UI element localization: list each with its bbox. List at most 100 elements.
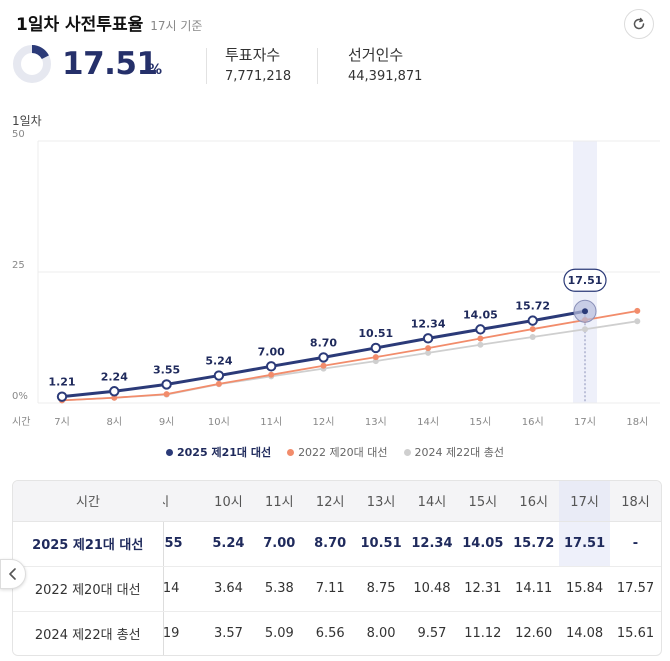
table-cell: 10.48 <box>406 566 458 612</box>
callout-bubble <box>563 268 607 292</box>
table-cell: 14.05 <box>457 521 509 567</box>
electorate-value: 44,391,871 <box>348 69 423 84</box>
data-label: 12.34 <box>411 317 446 330</box>
data-point <box>425 345 432 352</box>
data-point <box>475 324 486 335</box>
legend-label: 2022 제20대 대선 <box>298 446 388 459</box>
data-label: 5.24 <box>205 355 232 368</box>
data-label: 7.00 <box>258 345 285 358</box>
voters-value: 7,771,218 <box>225 69 292 84</box>
table-corner-header: 시간 <box>13 481 163 522</box>
table-cell: 9.57 <box>417 626 447 642</box>
table-cell: 12.34 <box>406 521 458 567</box>
table-cell: 5.09 <box>264 626 294 642</box>
data-point <box>425 349 432 356</box>
chart-legend: 2025 제21대 대선 2022 제20대 대선 2024 제22대 총선 <box>0 444 670 460</box>
data-point <box>163 391 170 398</box>
x-tick-label: 11시 <box>260 416 282 428</box>
table-cell: 14.08 <box>565 626 604 642</box>
legend-label: 2025 제21대 대선 <box>177 446 272 459</box>
data-point <box>634 318 641 325</box>
data-label: 1.21 <box>48 376 75 389</box>
x-tick-label: 17시 <box>574 416 596 428</box>
summary-divider <box>206 48 207 84</box>
data-point <box>634 307 641 314</box>
table-column-header: 18시 <box>610 481 661 522</box>
turnout-rate-unit: % <box>148 62 163 78</box>
legend-item-2025[interactable]: 2025 제21대 대선 <box>166 444 271 460</box>
table-row: 2022 제20대 대선 2.14 3.64 5.38 7.11 8.75 10… <box>13 566 661 612</box>
data-point <box>213 370 225 381</box>
voters-stat: 투표자수 7,771,218 <box>225 44 291 84</box>
current-point <box>582 308 588 315</box>
table-cell: 15.84 <box>559 566 610 612</box>
table-cell: 8.75 <box>355 566 407 612</box>
summary-divider <box>317 48 318 84</box>
table-column-header: 13시 <box>355 481 407 522</box>
table-row: 2024 제22대 총선 2.19 3.57 5.09 6.56 8.00 9.… <box>13 611 661 655</box>
y-tick-label: 0% <box>12 391 28 402</box>
table-row-label: 2022 제20대 대선 <box>13 566 164 612</box>
refresh-button[interactable] <box>624 9 654 39</box>
table-cell: 14.11 <box>508 566 560 612</box>
table-cell: 3.57 <box>213 626 243 642</box>
chevron-left-icon <box>9 568 16 580</box>
table-row-label: 2025 제21대 대선 <box>13 521 164 567</box>
page-title: 1일차 사전투표율 <box>16 15 144 35</box>
legend-label: 2024 제22대 총선 <box>414 446 504 459</box>
table-cell: 6.56 <box>315 626 345 642</box>
data-point <box>111 394 118 401</box>
x-tick-label: 18시 <box>626 416 648 428</box>
table-column-header: 14시 <box>406 481 458 522</box>
table-cell: 15.61 <box>616 626 655 642</box>
data-point <box>215 380 222 387</box>
table-column-header: 12시 <box>304 481 356 522</box>
table-header-row: 시간 9시 10시 11시 12시 13시 14시 15시 16시 17시 18… <box>13 481 661 522</box>
table-cell: - <box>610 521 661 567</box>
table-row: 2025 제21대 대선 3.55 5.24 7.00 8.70 10.51 1… <box>13 521 661 567</box>
data-point <box>529 333 536 340</box>
table-cell: 12.60 <box>515 626 553 642</box>
table-cell: 12.31 <box>457 566 509 612</box>
data-point <box>477 341 484 348</box>
table-cell: 7.11 <box>304 566 356 612</box>
x-tick-label: 15시 <box>469 416 491 428</box>
table-cell: 17.57 <box>610 566 661 612</box>
data-label: 10.51 <box>358 327 393 340</box>
x-tick-label: 16시 <box>522 416 544 428</box>
table-cell: 7.00 <box>253 521 305 567</box>
day-label: 1일차 <box>12 114 42 128</box>
x-tick-label: 14시 <box>417 416 439 428</box>
table-row-label: 2024 제22대 총선 <box>13 611 164 655</box>
turnout-table[interactable]: 시간 9시 10시 11시 12시 13시 14시 15시 16시 17시 18… <box>12 480 662 656</box>
x-tick-label: 10시 <box>208 416 230 428</box>
x-tick-label: 9시 <box>159 416 175 428</box>
data-point <box>370 342 381 354</box>
table-scroll-left-button[interactable] <box>0 559 26 589</box>
data-point <box>372 354 379 361</box>
data-point <box>527 315 538 326</box>
table-column-header: 10시 <box>203 481 254 522</box>
data-point <box>109 386 120 397</box>
data-label: 2.24 <box>101 370 128 383</box>
legend-item-2022[interactable]: 2022 제20대 대선 <box>287 444 388 460</box>
data-label: 3.55 <box>153 363 180 376</box>
table-column-header: 16시 <box>508 481 560 522</box>
x-tick-label: 8시 <box>107 416 123 428</box>
x-tick-label: 12시 <box>313 416 335 428</box>
data-point <box>529 326 536 333</box>
legend-item-2024[interactable]: 2024 제22대 총선 <box>403 444 504 460</box>
table-column-header: 15시 <box>457 481 509 522</box>
page-header: 1일차 사전투표율 17시 기준 <box>16 10 202 40</box>
data-point <box>266 361 277 372</box>
table-cell: 10.51 <box>355 521 407 567</box>
data-point <box>318 352 329 363</box>
data-label: 15.72 <box>515 300 550 313</box>
table-cell: 8.00 <box>366 626 396 642</box>
legend-dot-icon <box>166 448 173 456</box>
legend-dot-icon <box>403 448 411 456</box>
turnout-summary: 17.51 % 투표자수 7,771,218 선거인수 44,391,871 <box>12 44 662 90</box>
table-column-header: 9시 <box>163 481 203 522</box>
callout-value: 17.51 <box>568 274 603 287</box>
data-point <box>320 362 327 369</box>
